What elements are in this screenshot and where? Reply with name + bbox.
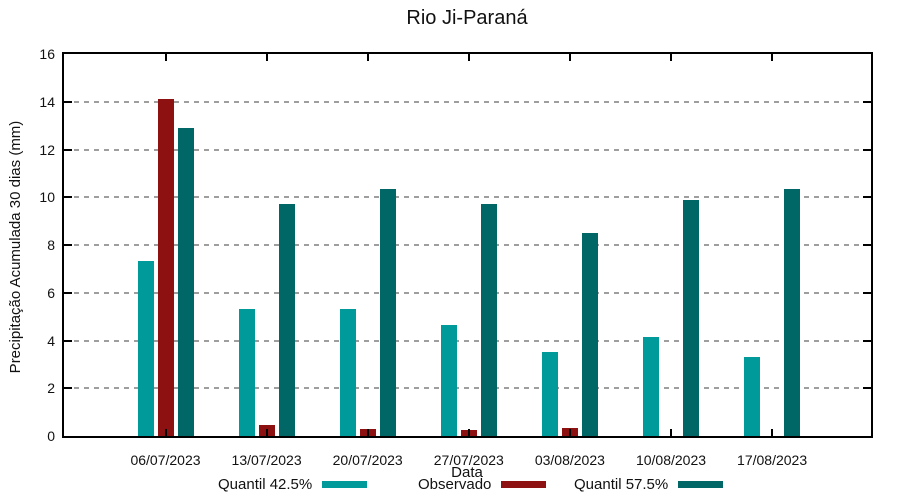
- y-tick-label-12: 12: [39, 141, 55, 158]
- y-tick-label-10: 10: [39, 189, 55, 206]
- top-tick-06-07-2023: [164, 54, 167, 61]
- right-tick-y-2: [863, 387, 871, 390]
- bar-quantil-57-5--03-08-2023: [581, 233, 598, 436]
- left-tick-y-10: [64, 196, 72, 199]
- top-tick-13-07-2023: [265, 54, 268, 61]
- x-axis-title: Data: [451, 464, 483, 481]
- bottom-tick-03-08-2023: [568, 429, 571, 436]
- legend-entry-quantil-57-5: Quantil 57.5%: [574, 476, 724, 493]
- top-tick-17-08-2023: [771, 54, 774, 61]
- bar-quantil-42-5--10-08-2023: [643, 336, 659, 436]
- plot-area: [62, 52, 873, 438]
- legend-label-quantil-57-5: Quantil 57.5%: [574, 476, 669, 493]
- bar-observado-06-07-2023: [157, 99, 174, 436]
- legend-label-quantil-42-5: Quantil 42.5%: [218, 476, 313, 493]
- bottom-tick-10-08-2023: [670, 429, 672, 436]
- bottom-tick-17-08-2023: [771, 429, 774, 436]
- bar-quantil-42-5--13-07-2023: [238, 309, 255, 436]
- legend-swatch-observado: [501, 481, 547, 488]
- chart-title: Rio Ji-Paraná: [406, 7, 528, 29]
- bottom-tick-20-07-2023: [366, 429, 369, 436]
- bar-quantil-57-5--06-07-2023: [177, 128, 194, 436]
- bottom-tick-06-07-2023: [164, 429, 167, 436]
- x-tick-label-27-07-2023: 27/07/2023: [433, 452, 504, 468]
- left-tick-y-14: [64, 100, 72, 103]
- left-tick-y-12: [64, 148, 72, 151]
- top-tick-03-08-2023: [568, 54, 571, 61]
- gridline-y-10: [64, 196, 871, 199]
- right-tick-y-4: [863, 339, 871, 342]
- y-tick-label-8: 8: [47, 237, 55, 253]
- x-tick-label-10-08-2023: 10/08/2023: [635, 452, 707, 468]
- y-tick-label-16: 16: [39, 46, 55, 62]
- bar-quantil-42-5--17-08-2023: [744, 357, 761, 436]
- gridline-y-12: [64, 148, 871, 151]
- bar-quantil-42-5--27-07-2023: [440, 324, 457, 436]
- bar-quantil-42-5--06-07-2023: [137, 260, 154, 436]
- right-tick-y-8: [863, 244, 871, 246]
- x-tick-label-13-07-2023: 13/07/2023: [231, 452, 302, 468]
- bar-quantil-57-5--13-07-2023: [278, 204, 295, 436]
- gridline-y-2: [64, 387, 871, 390]
- top-tick-27-07-2023: [467, 54, 470, 61]
- bar-quantil-57-5--10-08-2023: [683, 199, 699, 436]
- top-tick-20-07-2023: [366, 54, 369, 61]
- right-tick-y-10: [863, 196, 871, 199]
- bar-quantil-57-5--27-07-2023: [480, 204, 497, 436]
- legend-label-observado: Observado: [418, 476, 492, 493]
- legend-entry-observado: Observado: [418, 476, 547, 493]
- bar-quantil-42-5--20-07-2023: [339, 309, 356, 436]
- bar-quantil-57-5--20-07-2023: [379, 188, 396, 436]
- y-tick-label-6: 6: [47, 284, 55, 301]
- y-tick-label-0: 0: [47, 428, 55, 444]
- bar-quantil-42-5--03-08-2023: [541, 352, 558, 436]
- x-tick-label-17-08-2023: 17/08/2023: [737, 452, 808, 468]
- x-tick-label-20-07-2023: 20/07/2023: [332, 452, 403, 468]
- gridline-y-4: [64, 339, 871, 342]
- bottom-tick-27-07-2023: [467, 429, 470, 436]
- x-tick-label-03-08-2023: 03/08/2023: [534, 452, 605, 468]
- legend-entry-quantil-42-5: Quantil 42.5%: [218, 476, 368, 493]
- y-tick-label-4: 4: [47, 332, 55, 349]
- y-tick-label-2: 2: [47, 380, 55, 397]
- bar-quantil-57-5--17-08-2023: [784, 188, 801, 436]
- right-tick-y-14: [863, 100, 871, 103]
- legend-swatch-quantil-42-5: [322, 481, 368, 488]
- left-tick-y-2: [64, 387, 72, 390]
- left-tick-y-8: [64, 244, 72, 246]
- right-tick-y-12: [863, 148, 871, 151]
- gridline-y-6: [64, 291, 871, 294]
- right-tick-y-6: [863, 291, 871, 294]
- y-tick-label-14: 14: [39, 93, 55, 110]
- top-tick-10-08-2023: [670, 54, 672, 61]
- gridline-y-14: [64, 100, 871, 103]
- x-tick-label-06-07-2023: 06/07/2023: [130, 452, 201, 468]
- left-tick-y-6: [64, 291, 72, 294]
- gridline-y-8: [64, 244, 871, 246]
- legend-swatch-quantil-57-5: [678, 481, 724, 488]
- bottom-tick-13-07-2023: [265, 429, 268, 436]
- left-tick-y-4: [64, 339, 72, 342]
